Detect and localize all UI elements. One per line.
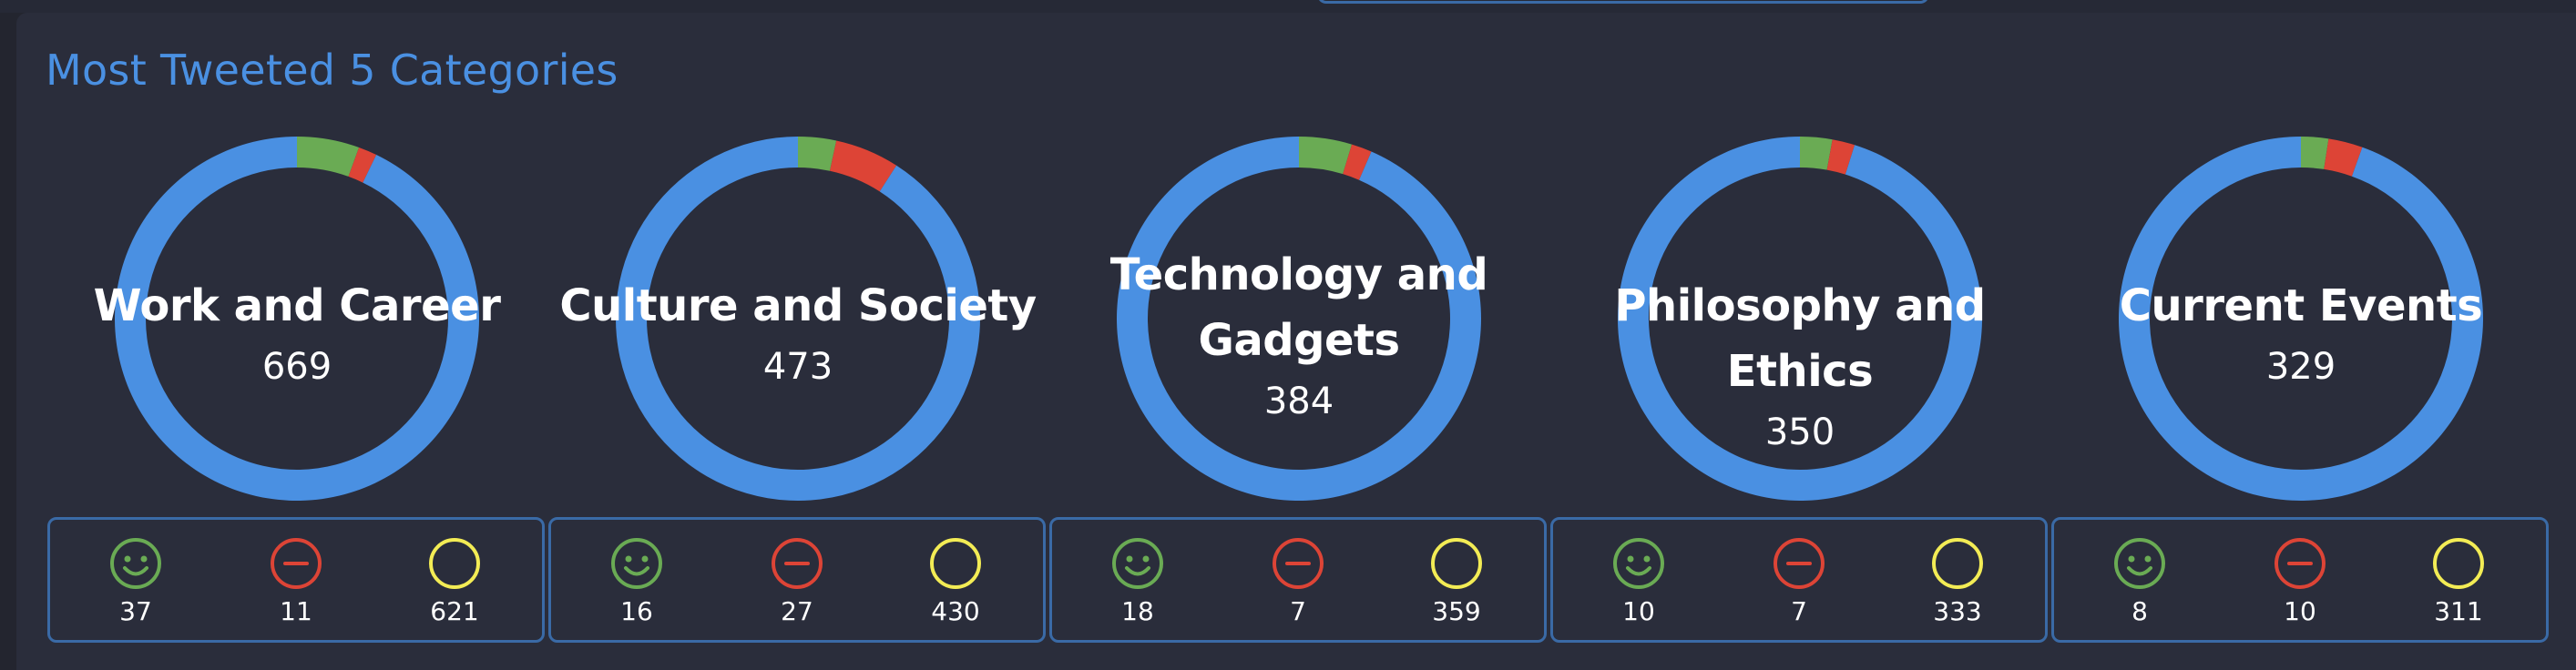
category-total: 350 [1764, 411, 1835, 453]
donut-slice-negative[interactable] [830, 140, 897, 192]
category-total: 384 [1263, 381, 1334, 422]
negative-count: 27 [781, 596, 813, 626]
positive-sentiment: 37 [81, 536, 190, 626]
positive-sentiment: 10 [1584, 536, 1693, 626]
donut-chart-culture-and-society [616, 137, 980, 501]
donut-label-work-and-career: Work and Career 669 [51, 273, 543, 395]
neutral-count: 430 [931, 596, 980, 626]
donut-slice-positive[interactable] [798, 137, 837, 171]
minus-circle-icon [271, 538, 322, 589]
donut-label-technology-and-gadgets: Technology and Gadgets 384 [1053, 242, 1545, 430]
top-tab[interactable] [1317, 0, 1929, 4]
category-name-line-2: Gadgets [1198, 315, 1400, 366]
positive-count: 8 [2131, 596, 2148, 626]
minus-circle-icon [2274, 538, 2326, 589]
smiley-icon [110, 538, 161, 589]
neutral-count: 359 [1432, 596, 1481, 626]
donut-chart-current-events [2119, 137, 2483, 501]
negative-count: 7 [1290, 596, 1306, 626]
donut-chart-philosophy-and-ethics [1618, 137, 1982, 501]
negative-count: 11 [280, 596, 312, 626]
neutral-count: 311 [2434, 596, 2483, 626]
donut-slice-positive[interactable] [1299, 137, 1353, 175]
category-total: 329 [2265, 346, 2336, 388]
donut-chart-technology-and-gadgets [1117, 137, 1481, 501]
neutral-sentiment: 333 [1903, 536, 2012, 626]
negative-count: 7 [1791, 596, 1807, 626]
smiley-icon [1613, 538, 1664, 589]
donut-slice-positive[interactable] [2301, 137, 2329, 169]
neutral-sentiment: 359 [1402, 536, 1511, 626]
sentiment-box-philosophy-and-ethics: 10 7 333 [1550, 517, 2048, 643]
category-total: 669 [261, 346, 332, 388]
negative-sentiment: 11 [241, 536, 351, 626]
neutral-sentiment: 621 [400, 536, 509, 626]
sentiment-box-work-and-career: 37 11 621 [47, 517, 545, 643]
positive-count: 16 [620, 596, 653, 626]
donut-label-current-events: Current Events 329 [2055, 273, 2547, 395]
category-name: Current Events [2119, 280, 2483, 331]
positive-sentiment: 8 [2085, 536, 2194, 626]
donut-slice-negative[interactable] [1343, 144, 1372, 180]
minus-circle-icon [1774, 538, 1825, 589]
empty-circle-icon [1431, 538, 1482, 589]
minus-circle-icon [772, 538, 823, 589]
top-strip [0, 0, 2576, 13]
empty-circle-icon [2433, 538, 2484, 589]
donut-slice-negative[interactable] [2324, 138, 2363, 177]
donut-slice-negative[interactable] [348, 147, 377, 183]
positive-count: 10 [1622, 596, 1655, 626]
donut-slice-positive[interactable] [297, 137, 360, 177]
smiley-icon [611, 538, 662, 589]
category-name: Philosophy and Ethics [1614, 280, 1986, 397]
sentiment-box-culture-and-society: 16 27 430 [548, 517, 1046, 643]
neutral-sentiment: 430 [901, 536, 1010, 626]
sentiment-box-current-events: 8 10 311 [2051, 517, 2549, 643]
category-total: 473 [762, 346, 833, 388]
empty-circle-icon [429, 538, 480, 589]
negative-sentiment: 10 [2245, 536, 2355, 626]
negative-sentiment: 7 [1744, 536, 1854, 626]
negative-sentiment: 27 [742, 536, 852, 626]
category-name-line-1: Technology and [1109, 249, 1488, 300]
smiley-icon [2114, 538, 2165, 589]
panel-title: Most Tweeted 5 Categories [46, 46, 618, 95]
neutral-sentiment: 311 [2404, 536, 2513, 626]
neutral-count: 621 [430, 596, 479, 626]
sentiment-box-technology-and-gadgets: 18 7 359 [1049, 517, 1547, 643]
negative-count: 10 [2284, 596, 2316, 626]
negative-sentiment: 7 [1243, 536, 1353, 626]
positive-count: 18 [1121, 596, 1154, 626]
donut-slice-negative[interactable] [1826, 139, 1855, 175]
category-name: Culture and Society [559, 280, 1037, 331]
positive-sentiment: 16 [582, 536, 691, 626]
neutral-count: 333 [1933, 596, 1982, 626]
donut-chart-work-and-career [115, 137, 479, 501]
donut-slice-positive[interactable] [1800, 137, 1833, 170]
empty-circle-icon [1932, 538, 1983, 589]
smiley-icon [1112, 538, 1163, 589]
empty-circle-icon [930, 538, 981, 589]
donut-label-philosophy-and-ethics: Philosophy and Ethics 350 [1554, 273, 2046, 461]
positive-count: 37 [119, 596, 152, 626]
minus-circle-icon [1273, 538, 1324, 589]
donut-label-culture-and-society: Culture and Society 473 [552, 273, 1044, 395]
positive-sentiment: 18 [1083, 536, 1192, 626]
category-name: Work and Career [93, 280, 501, 331]
